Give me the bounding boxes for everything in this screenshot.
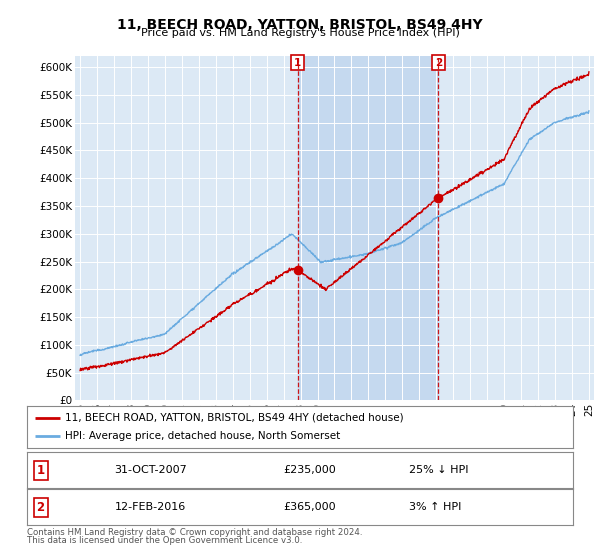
Text: Price paid vs. HM Land Registry's House Price Index (HPI): Price paid vs. HM Land Registry's House … bbox=[140, 28, 460, 38]
Text: Contains HM Land Registry data © Crown copyright and database right 2024.: Contains HM Land Registry data © Crown c… bbox=[27, 528, 362, 537]
Text: £235,000: £235,000 bbox=[284, 465, 337, 475]
Text: 1: 1 bbox=[37, 464, 45, 477]
Text: 12-FEB-2016: 12-FEB-2016 bbox=[115, 502, 185, 512]
Text: 3% ↑ HPI: 3% ↑ HPI bbox=[409, 502, 461, 512]
Text: 2: 2 bbox=[37, 501, 45, 514]
Text: 11, BEECH ROAD, YATTON, BRISTOL, BS49 4HY: 11, BEECH ROAD, YATTON, BRISTOL, BS49 4H… bbox=[117, 18, 483, 32]
Text: 1: 1 bbox=[294, 58, 301, 68]
Text: 2: 2 bbox=[434, 58, 442, 68]
Bar bbox=[298, 56, 438, 400]
Text: £365,000: £365,000 bbox=[284, 502, 336, 512]
Text: This data is licensed under the Open Government Licence v3.0.: This data is licensed under the Open Gov… bbox=[27, 536, 302, 545]
Text: 25% ↓ HPI: 25% ↓ HPI bbox=[409, 465, 469, 475]
Text: HPI: Average price, detached house, North Somerset: HPI: Average price, detached house, Nort… bbox=[65, 431, 340, 441]
Text: 11, BEECH ROAD, YATTON, BRISTOL, BS49 4HY (detached house): 11, BEECH ROAD, YATTON, BRISTOL, BS49 4H… bbox=[65, 413, 404, 423]
Text: 31-OCT-2007: 31-OCT-2007 bbox=[115, 465, 187, 475]
